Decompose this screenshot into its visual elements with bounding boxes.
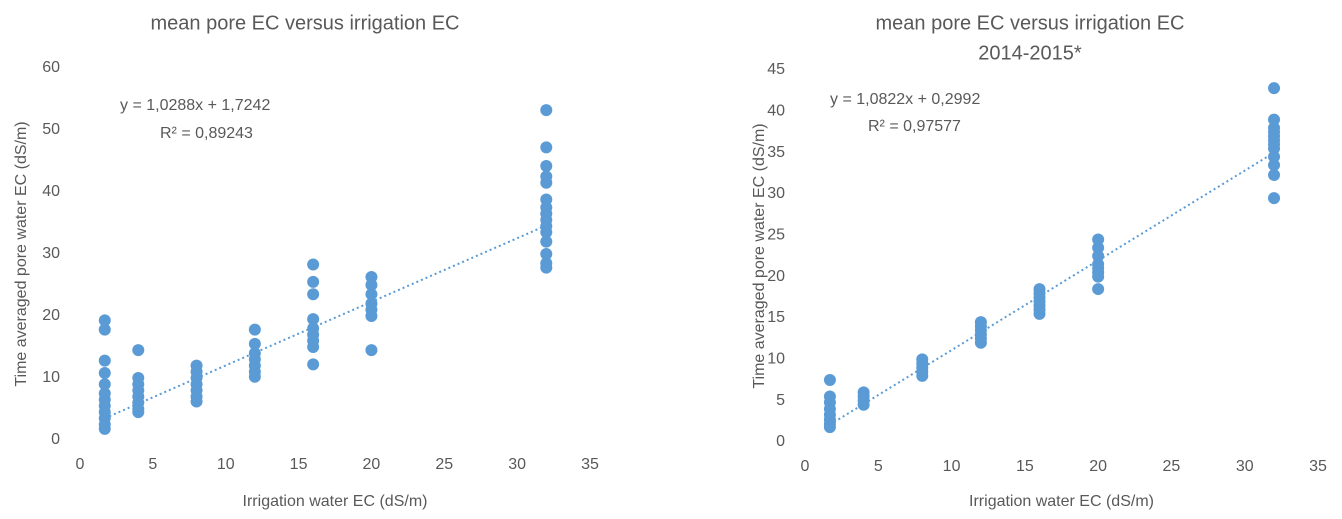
point: [1268, 82, 1281, 95]
point: [365, 288, 378, 301]
point: [974, 336, 987, 349]
x-tick-label: 25: [1163, 458, 1181, 475]
point: [248, 323, 261, 336]
y-tick-label: 25: [767, 227, 785, 244]
point: [132, 344, 145, 357]
y-tick-label: 50: [42, 121, 60, 138]
point: [916, 369, 929, 382]
point: [98, 314, 111, 327]
point: [823, 374, 836, 386]
point: [365, 310, 378, 322]
point: [307, 358, 320, 371]
x-tick-label: 5: [874, 458, 883, 475]
point: [307, 275, 320, 288]
trendline: [104, 224, 547, 420]
x-axis-label: Irrigation water EC (dS/m): [969, 493, 1154, 510]
x-tick-label: 0: [76, 456, 85, 473]
point: [132, 406, 145, 419]
y-tick-label: 5: [776, 392, 785, 409]
y-tick-label: 0: [776, 433, 785, 450]
y-tick-label: 30: [767, 185, 785, 202]
point: [248, 370, 261, 383]
x-tick-label: 35: [1309, 458, 1327, 475]
point: [1268, 168, 1281, 181]
point: [540, 248, 553, 260]
point: [540, 141, 553, 154]
point: [540, 159, 553, 172]
y-tick-label: 60: [42, 59, 60, 76]
chart-subtitle: 2014-2015*: [978, 42, 1082, 64]
y-tick-label: 10: [42, 369, 60, 386]
point: [1268, 150, 1281, 163]
point: [190, 395, 203, 408]
point: [540, 104, 553, 117]
point: [365, 279, 378, 291]
x-tick-label: 0: [801, 458, 810, 475]
point: [1033, 307, 1046, 320]
x-tick-label: 25: [435, 456, 453, 473]
point: [98, 323, 111, 336]
x-tick-label: 30: [1236, 458, 1254, 475]
point: [1268, 192, 1281, 205]
y-tick-label: 10: [767, 351, 785, 368]
point: [98, 422, 111, 435]
point: [1268, 159, 1281, 172]
y-axis-label: Time averaged pore water EC (dS/m): [13, 121, 30, 386]
x-tick-label: 30: [508, 456, 526, 473]
y-tick-label: 20: [767, 268, 785, 285]
point: [307, 258, 320, 271]
x-tick-label: 5: [148, 456, 157, 473]
x-tick-label: 20: [363, 456, 381, 473]
point: [1268, 142, 1281, 155]
y-axis-label: Time averaged pore water EC (dS/m): [751, 123, 768, 388]
point: [823, 421, 836, 434]
y-tick-label: 45: [767, 61, 785, 78]
point: [1092, 241, 1105, 254]
y-tick-label: 0: [51, 431, 60, 448]
x-tick-label: 15: [1016, 458, 1034, 475]
y-tick-label: 30: [42, 245, 60, 262]
trendline: [829, 151, 1275, 426]
point: [1092, 233, 1105, 246]
point: [307, 341, 320, 353]
point: [540, 261, 553, 274]
equation: R² = 0,89243: [160, 125, 253, 142]
equation: y = 1,0822x + 0,2992: [830, 91, 980, 108]
x-tick-label: 15: [290, 456, 308, 473]
y-tick-label: 40: [767, 103, 785, 120]
chart-title: mean pore EC versus irrigation EC: [150, 12, 459, 34]
x-tick-label: 35: [581, 456, 599, 473]
point: [307, 313, 320, 326]
equation: R² = 0,97577: [868, 118, 961, 135]
point: [248, 337, 261, 350]
y-tick-label: 20: [42, 307, 60, 324]
x-tick-label: 20: [1089, 458, 1107, 475]
point: [1092, 250, 1105, 262]
x-axis-label: Irrigation water EC (dS/m): [243, 493, 428, 510]
point: [540, 235, 553, 248]
point: [540, 176, 553, 189]
y-tick-label: 40: [42, 183, 60, 200]
point: [1092, 283, 1105, 296]
x-tick-label: 10: [943, 458, 961, 475]
point: [540, 226, 553, 239]
equation: y = 1,0288x + 1,7242: [120, 97, 270, 114]
chart-title: mean pore EC versus irrigation EC: [875, 12, 1184, 34]
point: [857, 398, 870, 411]
point: [1268, 113, 1281, 126]
point: [1092, 270, 1105, 283]
point: [98, 354, 111, 367]
point: [98, 378, 111, 391]
point: [98, 367, 111, 380]
point: [307, 288, 320, 301]
x-tick-label: 10: [217, 456, 235, 473]
point: [365, 344, 378, 357]
y-tick-label: 35: [767, 144, 785, 161]
y-tick-label: 15: [767, 309, 785, 326]
